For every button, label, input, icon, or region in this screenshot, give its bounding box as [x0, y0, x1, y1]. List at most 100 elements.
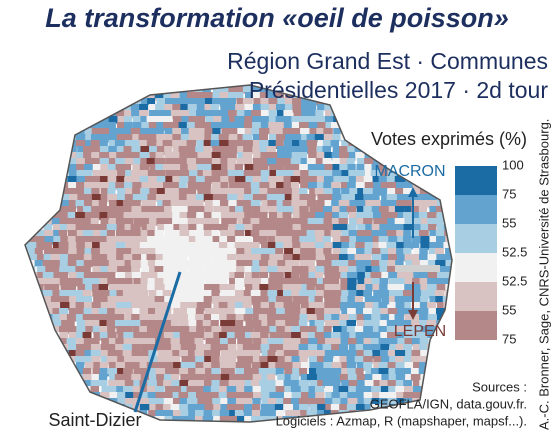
map-cell: [133, 296, 142, 303]
map-cell: [237, 416, 249, 422]
map-cell: [204, 206, 214, 213]
map-cell: [397, 272, 408, 279]
map-cell: [363, 338, 375, 345]
map-cell: [114, 374, 127, 383]
map-cell: [436, 254, 447, 263]
map-cell: [356, 164, 368, 172]
map-cell: [291, 152, 301, 161]
map-cell: [403, 398, 413, 405]
map-cell: [124, 176, 134, 184]
map-cell: [106, 356, 119, 364]
map-cell: [261, 398, 272, 407]
map-cell: [277, 110, 286, 119]
map-cell: [394, 206, 405, 214]
map-cell: [141, 206, 150, 215]
map-cell: [115, 344, 124, 352]
legend-label: 52.5: [502, 273, 527, 288]
map-cell: [116, 152, 126, 159]
map-cell: [141, 392, 152, 399]
map-cell: [133, 320, 144, 327]
map-cell: [219, 416, 232, 422]
map-cell: [133, 278, 142, 285]
map-cell: [275, 128, 288, 136]
map-cell: [323, 170, 334, 178]
map-cell: [371, 224, 384, 231]
map-cell: [220, 350, 230, 358]
map-cell: [189, 326, 198, 334]
map-cell: [356, 290, 366, 297]
map-cell: [67, 176, 79, 183]
map-cell: [331, 152, 343, 161]
map-cell: [205, 290, 215, 299]
map-cell: [290, 272, 300, 279]
map-cell: [203, 212, 213, 221]
map-cell: [219, 260, 232, 267]
map-cell: [163, 92, 174, 101]
map-cell: [395, 260, 404, 267]
map-cell: [380, 182, 392, 189]
map-cell: [349, 200, 360, 207]
map-cell: [67, 260, 79, 267]
map-cell: [91, 248, 101, 257]
map-cell: [388, 278, 400, 287]
map-cell: [85, 224, 96, 232]
map-cell: [387, 362, 396, 369]
map-cell: [259, 248, 269, 255]
map-cell: [308, 356, 318, 363]
map-cell: [42, 272, 55, 281]
map-cell: [386, 320, 397, 327]
map-cell: [379, 224, 392, 233]
map-cell: [292, 140, 304, 148]
map-cell: [53, 236, 63, 245]
map-cell: [205, 242, 215, 249]
map-cell: [84, 128, 94, 135]
map-cell: [170, 338, 181, 346]
subtitle: Présidentielles 2017 · 2d tour: [249, 77, 549, 103]
legend-swatch: [455, 195, 497, 224]
map-cell: [276, 206, 286, 215]
map-cell: [346, 362, 357, 370]
map-cell: [146, 158, 158, 165]
map-cell: [204, 404, 215, 413]
map-cell: [387, 398, 399, 407]
map-cell: [116, 386, 128, 395]
map-cell: [411, 260, 422, 268]
map-cell: [197, 290, 209, 297]
map-cell: [283, 242, 296, 249]
legend-swatch: [455, 166, 497, 195]
map-cell: [210, 320, 219, 327]
map-cell: [261, 374, 272, 382]
map-cell: [196, 134, 207, 142]
map-cell: [220, 368, 232, 375]
map-cell: [99, 134, 111, 143]
map-cell: [259, 356, 271, 364]
map-cell: [363, 362, 373, 371]
map-cell: [356, 212, 366, 221]
map-cell: [277, 374, 287, 382]
map-cell: [66, 314, 78, 322]
map-cell: [130, 260, 142, 269]
map-cell: [332, 158, 343, 166]
map-cell: [157, 224, 166, 231]
map-cell: [99, 368, 110, 377]
map-cell: [244, 386, 255, 394]
map-cell: [186, 212, 197, 220]
map-cell: [341, 350, 350, 358]
map-cell: [316, 410, 327, 418]
map-cell: [205, 278, 217, 287]
map-cell: [292, 284, 304, 292]
map-cell: [221, 128, 230, 136]
map-cell: [332, 398, 343, 407]
map-cell: [170, 110, 183, 119]
map-cell: [90, 224, 100, 233]
map-cell: [76, 230, 88, 239]
map-cell: [227, 236, 238, 245]
map-cell: [163, 398, 174, 406]
map-cell: [123, 326, 133, 333]
map-cell: [427, 314, 437, 322]
legend-label: 100: [502, 157, 524, 172]
map-cell: [300, 230, 309, 238]
map-cell: [314, 296, 323, 304]
map-cell: [348, 212, 360, 221]
map-cell: [277, 218, 289, 225]
